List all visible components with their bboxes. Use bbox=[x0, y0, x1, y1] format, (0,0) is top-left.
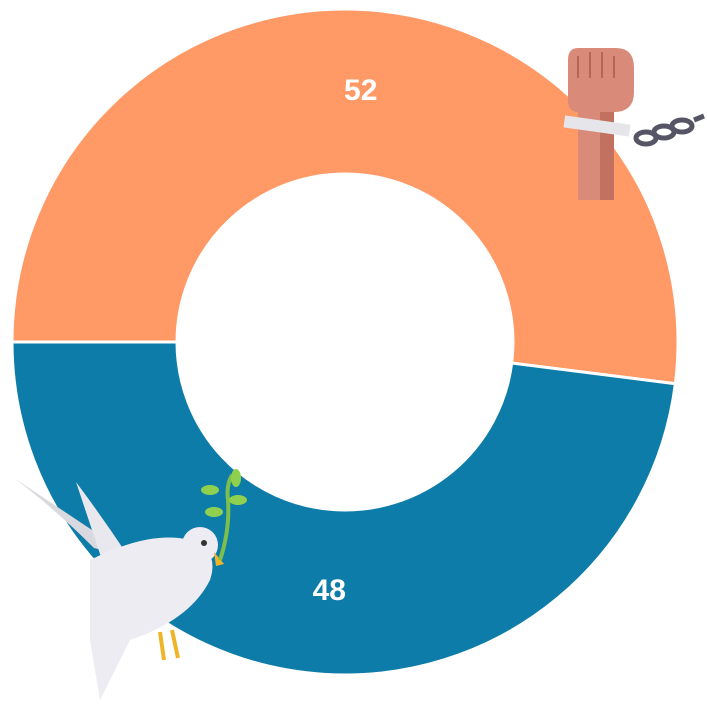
value-label: 52 bbox=[344, 74, 377, 107]
fist-icon bbox=[563, 48, 705, 200]
slice bbox=[10, 7, 680, 386]
value-label: 48 bbox=[313, 574, 346, 607]
dove-icon bbox=[14, 469, 247, 700]
value-labels: 52 48 bbox=[313, 74, 378, 607]
